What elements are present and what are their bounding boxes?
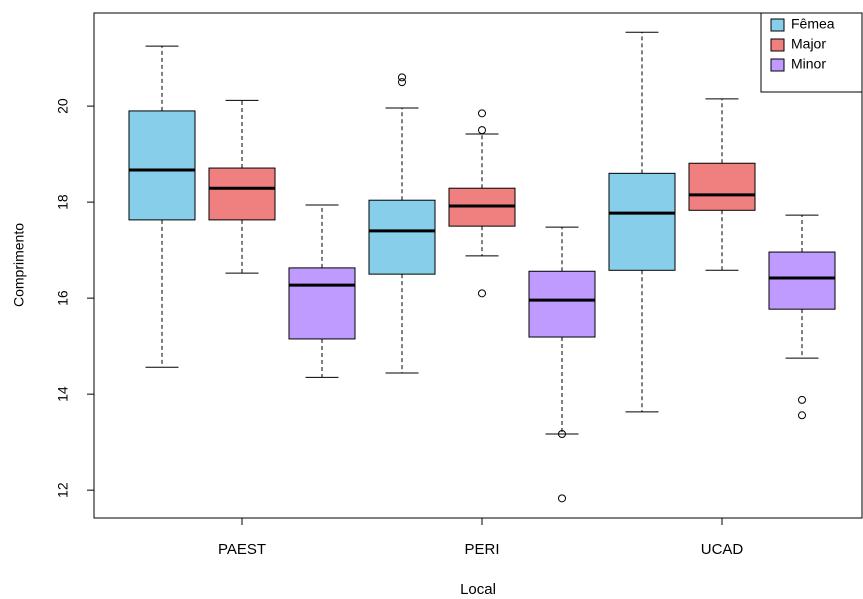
outlier <box>398 78 406 87</box>
legend-swatch <box>770 18 785 32</box>
outlier <box>478 126 486 135</box>
outlier <box>478 289 486 298</box>
legend-swatch <box>770 58 785 72</box>
y-tick-label: 12 <box>55 482 71 498</box>
y-tick-label: 16 <box>55 290 71 306</box>
y-tick-label: 18 <box>55 194 71 210</box>
box <box>288 267 356 340</box>
y-tick-label: 20 <box>55 98 71 114</box>
x-tick-label: PERI <box>464 541 499 558</box>
plot-frame <box>93 12 863 519</box>
legend-label: Major <box>791 36 826 52</box>
x-axis-label: Local <box>460 581 496 598</box>
box <box>688 162 756 211</box>
box <box>368 199 436 275</box>
box <box>608 172 676 271</box>
outlier <box>798 411 806 420</box>
legend-label: Fêmea <box>791 16 835 32</box>
y-tick-label: 14 <box>55 386 71 402</box>
x-tick-label: PAEST <box>218 541 266 558</box>
box <box>768 251 836 310</box>
outlier <box>798 395 806 404</box>
legend-swatch <box>770 38 785 52</box>
y-axis-label: Comprimento <box>11 223 27 307</box>
box <box>528 270 596 338</box>
x-tick-label: UCAD <box>701 541 744 558</box>
outlier <box>558 494 566 503</box>
outlier <box>398 73 406 82</box>
outlier <box>558 429 566 438</box>
box <box>128 110 196 221</box>
box <box>208 167 276 221</box>
outlier <box>478 109 486 118</box>
legend-label: Minor <box>791 56 826 72</box>
